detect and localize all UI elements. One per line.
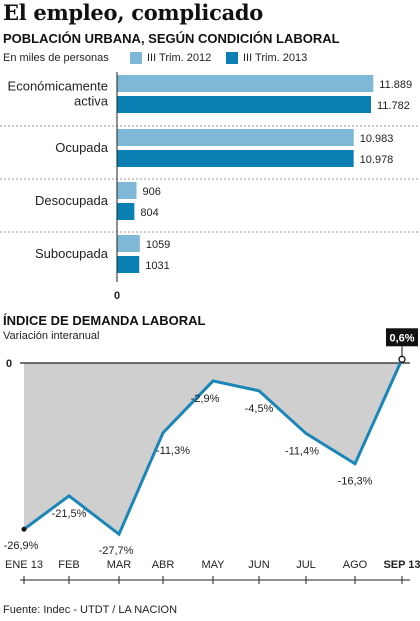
source-note: Fuente: Indec - UTDT / LA NACION (3, 604, 178, 616)
x-tick-label: AGO (343, 559, 368, 571)
category-label: Subocupada (35, 246, 109, 261)
bar-value-label: 1059 (146, 239, 170, 251)
legend-item-2012: III Trim. 2012 (130, 52, 211, 64)
bar-económicamente-activa-1 (117, 96, 371, 113)
chart-title: El empleo, complicado (3, 0, 263, 25)
highlight-label-box (386, 328, 418, 347)
data-label: -2,9% (191, 393, 220, 405)
bar-zero-label: 0 (114, 290, 120, 302)
category-label: activa (74, 94, 109, 109)
legend-label-2012: III Trim. 2012 (147, 52, 212, 64)
bar-value-label: 11.782 (377, 100, 410, 112)
line-chart-subtitle: Variación interanual (3, 330, 100, 342)
data-label: -26,9% (4, 540, 39, 552)
bar-económicamente-activa-0 (117, 75, 374, 92)
x-tick-label: SEP 13 (383, 559, 420, 571)
data-point-end (398, 355, 406, 363)
x-tick-label: MAY (201, 559, 225, 571)
category-label: Ocupada (55, 140, 109, 155)
bar-subocupada-1 (117, 256, 140, 273)
bar-chart-units: En miles de personas (3, 52, 109, 64)
x-tick-label: ENE 13 (5, 559, 43, 571)
data-label: 0,6% (389, 332, 414, 344)
bar-desocupada-0 (117, 182, 137, 199)
bar-chart-title: POBLACIÓN URBANA, SEGÚN CONDICIÓN LABORA… (3, 31, 340, 46)
bar-subocupada-0 (117, 235, 140, 252)
bar-ocupada-0 (117, 129, 354, 146)
legend-item-2013: III Trim. 2013 (226, 52, 307, 64)
legend-swatch-2013 (226, 52, 238, 64)
legend-label-2013: III Trim. 2013 (243, 52, 308, 64)
legend-swatch-2012 (130, 52, 142, 64)
series-line (23, 358, 404, 537)
bar-desocupada-1 (117, 203, 135, 220)
category-label: Económicamente (8, 79, 108, 94)
bar-value-label: 1031 (145, 260, 169, 272)
bar-value-label: 10.983 (360, 133, 394, 145)
data-label: -16,3% (338, 476, 373, 488)
bar-ocupada-1 (117, 150, 354, 167)
data-point-start (21, 526, 27, 532)
x-tick-label: MAR (107, 559, 132, 571)
x-tick-label: ABR (152, 559, 175, 571)
bar-value-label: 11.889 (379, 79, 412, 91)
data-label: -11,3% (156, 445, 190, 457)
data-label: -27,7% (99, 545, 134, 557)
area-fill (24, 359, 402, 535)
bar-value-label: 804 (140, 207, 158, 219)
bar-value-label: 10.978 (360, 154, 394, 166)
data-label: -21,5% (52, 508, 87, 520)
line-zero-label: 0 (6, 358, 12, 370)
data-label: -11,4% (285, 445, 319, 457)
category-label: Desocupada (35, 193, 109, 208)
x-tick-label: JUN (248, 559, 269, 571)
data-label: -4,5% (245, 403, 274, 415)
bar-value-label: 906 (143, 186, 161, 198)
x-tick-label: JUL (296, 559, 316, 571)
x-tick-label: FEB (58, 559, 79, 571)
line-chart-title: ÍNDICE DE DEMANDA LABORAL (3, 313, 206, 328)
